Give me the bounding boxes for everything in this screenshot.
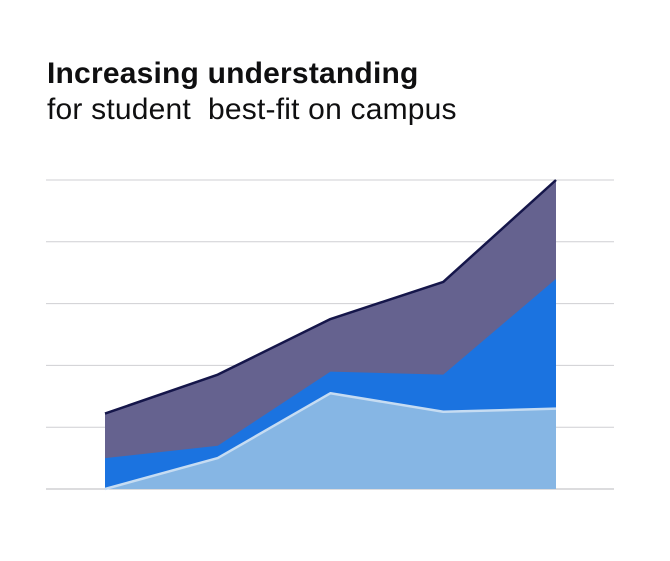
series-area-1 bbox=[105, 393, 556, 489]
series-lines bbox=[104, 179, 557, 491]
series-line-3 bbox=[104, 179, 557, 415]
series-line-1 bbox=[104, 391, 557, 491]
stacked-areas bbox=[105, 180, 556, 489]
chart-subtitle: for student best-fit on campus bbox=[47, 93, 457, 126]
chart-title: Increasing understanding bbox=[47, 57, 419, 90]
title-block: Increasing understanding for student bes… bbox=[47, 56, 457, 128]
